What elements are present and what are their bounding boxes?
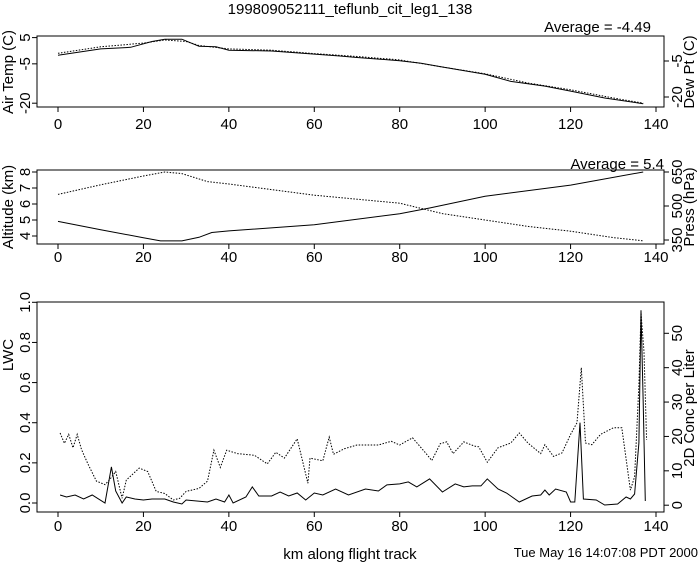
y-right-tick-label: 50: [669, 325, 686, 342]
x-tick-label: 140: [643, 249, 668, 266]
y-right-tick-label: -5: [669, 54, 686, 67]
y-right-tick-label: -20: [669, 86, 686, 108]
y-tick-label: 8: [17, 168, 34, 176]
y-right-tick-label: 0: [669, 501, 686, 509]
x-tick-label: 120: [558, 116, 583, 133]
x-tick-label: 20: [135, 116, 152, 133]
y-right-tick-label: 40: [669, 359, 686, 376]
x-tick-label: 100: [473, 249, 498, 266]
y-right-tick-label: 350: [669, 227, 686, 252]
lwc-axis-label: LWC: [0, 339, 17, 371]
x-tick-label: 100: [473, 518, 498, 535]
x-tick-label: 100: [473, 116, 498, 133]
x-tick-label: 40: [221, 518, 238, 535]
x-tick-label: 20: [135, 518, 152, 535]
x-tick-label: 20: [135, 249, 152, 266]
series-line-2d-conc-per-liter: [59, 312, 648, 501]
timestamp: Tue May 16 14:07:08 PDT 2000: [514, 545, 698, 560]
x-tick-label: 0: [54, 249, 62, 266]
y-tick-label: 0.2: [17, 452, 34, 473]
y-tick-label: 0.6: [17, 372, 34, 393]
series-line-lwc: [59, 310, 646, 506]
conc-axis-label: 2D Conc per Liter: [681, 349, 698, 467]
x-tick-label: 140: [643, 116, 668, 133]
y-right-tick-label: 30: [669, 394, 686, 411]
pressure-axis-label: Press (hPa): [681, 167, 698, 246]
y-tick-label: 7: [17, 184, 34, 192]
y-right-tick-label: 650: [669, 159, 686, 184]
x-tick-label: 120: [558, 249, 583, 266]
x-tick-label: 60: [306, 518, 323, 535]
y-right-tick-label: 500: [669, 193, 686, 218]
y-tick-label: 6: [17, 200, 34, 208]
series-line-air-temp-c: [57, 38, 644, 105]
x-tick-label: 60: [306, 249, 323, 266]
y-right-tick-label: 10: [669, 462, 686, 479]
x-tick-label: 0: [54, 518, 62, 535]
chart-title: 199809052111_teflunb_cit_leg1_138: [228, 1, 473, 18]
series-line-press-hpa: [57, 171, 644, 242]
y-tick-label: 0.8: [17, 332, 34, 353]
y-tick-label: -5: [17, 57, 34, 70]
x-tick-label: 40: [221, 116, 238, 133]
x-axis-label: km along flight track: [283, 546, 417, 563]
y-tick-label: 5: [17, 216, 34, 224]
y-tick-label: 0.4: [17, 412, 34, 433]
x-tick-label: 0: [54, 116, 62, 133]
altitude-average-annotation: Average = 5.4: [570, 156, 664, 173]
plot-frame: [36, 35, 665, 108]
x-tick-label: 140: [643, 518, 668, 535]
y-tick-label: 0.0: [17, 493, 34, 514]
x-tick-label: 40: [221, 249, 238, 266]
y-tick-label: 1.0: [17, 292, 34, 313]
series-line-dew-pt-c: [57, 39, 644, 104]
x-tick-label: 80: [391, 518, 408, 535]
x-tick-label: 80: [391, 249, 408, 266]
series-line-altitude-km: [57, 171, 644, 242]
plot-frame: [36, 169, 665, 245]
x-tick-label: 120: [558, 518, 583, 535]
temp-average-annotation: Average = -4.49: [544, 19, 651, 36]
altitude-axis-label: Altitude (km): [0, 165, 17, 249]
x-tick-label: 80: [391, 116, 408, 133]
y-tick-label: -20: [17, 92, 34, 114]
y-tick-label: 5: [17, 33, 34, 41]
dew-pt-axis-label: Dew Pt (C): [681, 35, 698, 108]
x-tick-label: 60: [306, 116, 323, 133]
y-tick-label: 4: [17, 232, 34, 240]
y-right-tick-label: 20: [669, 428, 686, 445]
air-temp-axis-label: Air Temp (C): [0, 30, 17, 114]
plot-frame: [36, 301, 665, 513]
